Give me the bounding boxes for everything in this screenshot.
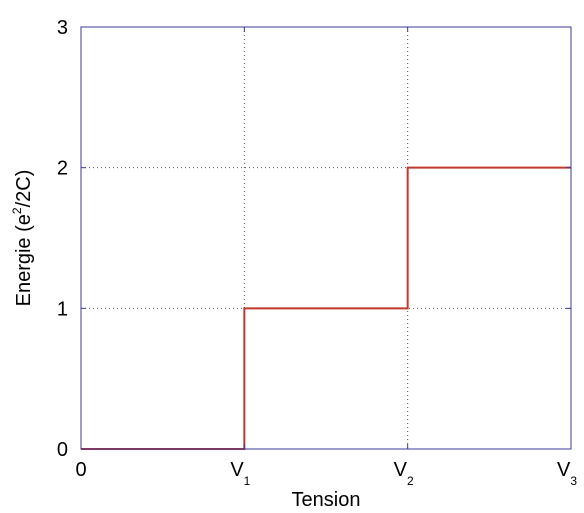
y-axis-title-suffix: /2C)	[13, 170, 35, 208]
y-axis-title-superscript: 2	[10, 207, 24, 214]
y-axis-title-prefix: Energie (e	[13, 214, 35, 306]
y-tick-label-2: 2	[57, 158, 68, 180]
ticks-group: 0 V1 V2 V3 0 1 2 3	[57, 17, 577, 488]
x-axis-title: Tension	[292, 489, 361, 511]
y-axis-title: Energie (e2/2C)	[10, 170, 35, 307]
y-tick-label-0: 0	[57, 439, 68, 461]
x-tick-label-3: V3	[557, 459, 577, 488]
x-tick-label-0: 0	[75, 459, 86, 481]
y-tick-label-1: 1	[57, 298, 68, 320]
y-tick-label-3: 3	[57, 17, 68, 39]
x-tick-label-2: V2	[394, 459, 414, 488]
x-tick-label-1: V1	[230, 459, 250, 488]
plot-background	[81, 27, 571, 449]
plot-frame	[80, 26, 572, 450]
